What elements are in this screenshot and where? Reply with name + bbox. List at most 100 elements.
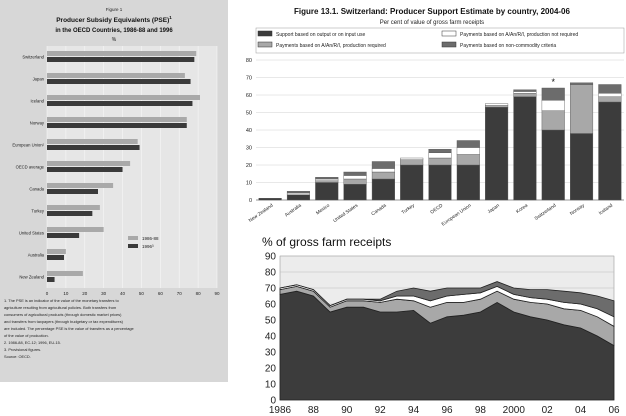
bar-segment <box>400 159 424 166</box>
bar <box>47 277 55 282</box>
bar <box>47 101 193 106</box>
x-tick-label: 20 <box>82 291 88 296</box>
bar <box>47 139 138 144</box>
footnote-line: Source: OECD. <box>4 354 31 359</box>
bar <box>47 117 187 122</box>
bar <box>47 51 197 56</box>
legend-swatch <box>441 30 457 37</box>
bar-segment <box>570 82 594 85</box>
y-tick-label: 40 <box>246 128 252 134</box>
x-tick-label: 40 <box>120 291 126 296</box>
category-label: Iceland <box>30 99 44 104</box>
category-label: OECD average <box>16 165 45 170</box>
chart-title: Producer Subsidy Equivalents (PSE)1 <box>56 15 172 24</box>
bar-segment <box>513 89 537 92</box>
bar <box>47 255 64 260</box>
footnote-line: of the value of production. <box>4 333 49 338</box>
chart-subtitle: Per cent of value of gross farm receipts <box>380 20 484 26</box>
bar-segment <box>371 178 395 201</box>
x-tick-label: Norway <box>569 202 586 217</box>
x-tick-label: Australia <box>284 203 303 219</box>
footnote-line: consumers of agricultural products (thro… <box>4 312 122 317</box>
chart-subtitle: in the OECD Countries, 1986-88 and 1996 <box>55 28 173 34</box>
unit-label: % <box>112 37 117 43</box>
bar <box>47 249 66 254</box>
x-tick-label: 04 <box>575 405 587 416</box>
bar <box>47 211 93 216</box>
legend-swatch <box>441 41 457 48</box>
legend-label: Support based on output or on input use <box>276 32 365 38</box>
y-tick-label: 10 <box>265 380 277 391</box>
bar-segment <box>456 164 480 201</box>
bar-segment <box>286 191 310 194</box>
plot-area: Support based on output or on input use P… <box>246 27 625 228</box>
bar-segment <box>428 157 452 166</box>
bar <box>47 73 185 78</box>
legend-swatch <box>257 30 273 37</box>
bar-segment <box>513 96 537 201</box>
bar-segment <box>513 91 537 94</box>
x-tick-label: 94 <box>408 405 420 416</box>
bar-segment <box>541 87 565 101</box>
legend-label: 1986-88 <box>142 236 159 241</box>
x-tick-label: 2000 <box>503 405 526 416</box>
area-series <box>279 281 615 318</box>
bar-segment <box>343 178 367 185</box>
legend-frame <box>255 27 625 54</box>
x-tick-label: Canada <box>370 203 387 218</box>
bar-segment <box>541 129 565 201</box>
bar-segment <box>428 164 452 201</box>
y-tick-label: 50 <box>265 316 277 327</box>
bar-segment <box>456 154 480 166</box>
bar <box>47 79 191 84</box>
bar-segment <box>315 177 339 180</box>
bar <box>47 57 195 62</box>
bar <box>47 227 104 232</box>
bar <box>47 233 80 238</box>
bar-segment <box>286 194 310 201</box>
legend-label: 1996³ <box>142 244 154 249</box>
x-tick-label: Korea <box>515 203 529 215</box>
chart-title: Figure 13.1. Switzerland: Producer Suppo… <box>294 7 570 16</box>
bar <box>47 189 98 194</box>
x-tick-label: Japan <box>487 203 501 216</box>
bar-segment <box>570 84 594 134</box>
x-tick-label: 10 <box>63 291 69 296</box>
footnote-line: are included. The percentage PSE is the … <box>4 326 134 331</box>
bar-segment <box>570 133 594 201</box>
bar <box>47 167 123 172</box>
bar <box>47 123 187 128</box>
x-tick-label: 60 <box>158 291 164 296</box>
y-tick-label: 70 <box>246 76 252 82</box>
x-tick-label: Iceland <box>598 203 614 217</box>
y-tick-label: 40 <box>265 332 277 343</box>
category-label: Japan <box>33 77 45 82</box>
footnote-line: and transfers from taxpayers (through bu… <box>4 319 124 324</box>
y-tick-label: 20 <box>265 364 277 375</box>
x-tick-label: Turkey <box>401 202 417 216</box>
category-label: Switzerland <box>22 55 44 60</box>
bar-segment <box>428 149 452 153</box>
x-tick-label: 50 <box>139 291 145 296</box>
category-label: Norway <box>30 121 45 126</box>
bar-segment <box>541 100 565 111</box>
y-tick-label: 20 <box>246 163 252 169</box>
bar-segment <box>485 103 509 106</box>
legend-swatch <box>128 244 138 248</box>
x-tick-label: OECD <box>429 202 444 215</box>
y-tick-label: 80 <box>246 58 252 64</box>
legend-swatch <box>128 236 138 240</box>
bar-segment <box>258 198 282 201</box>
bar <box>47 271 83 276</box>
x-tick-label: 96 <box>441 405 453 416</box>
bar-segment <box>343 171 367 176</box>
x-tick-label: European Union <box>441 203 473 228</box>
footnote-line: 3. Provisional figures. <box>4 347 41 352</box>
x-tick-label: 98 <box>475 405 487 416</box>
bar-segment <box>598 96 622 103</box>
x-tick-label: 80 <box>196 291 202 296</box>
category-label: New Zealand <box>19 275 44 280</box>
bar <box>47 145 140 150</box>
switzerland-pse-trend-chart: % of gross farm receipts 0 10 20 30 40 50 60 70… <box>262 235 620 416</box>
x-tick-label: Mexico <box>315 203 331 217</box>
